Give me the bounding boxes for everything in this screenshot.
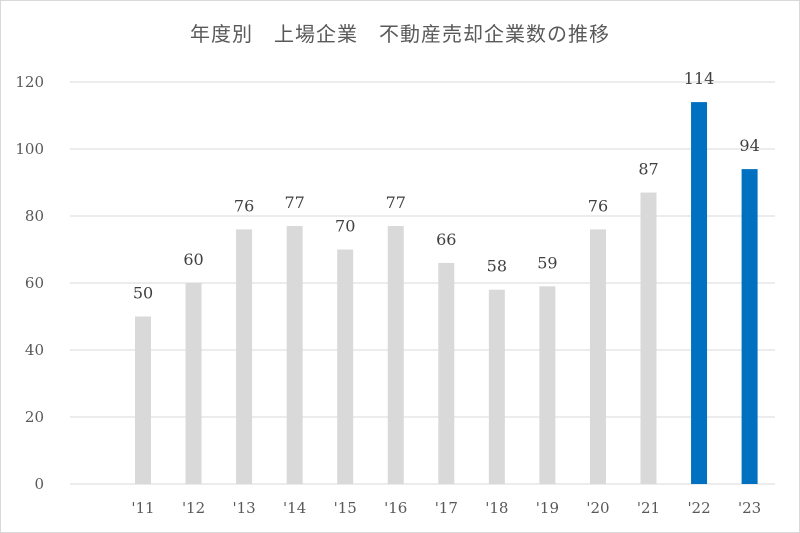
- x-tick-label: '22: [687, 499, 710, 517]
- data-label: 76: [234, 196, 254, 215]
- bar: [286, 226, 303, 485]
- bar: [135, 316, 151, 484]
- bar: [488, 289, 505, 484]
- bar: [539, 286, 556, 484]
- bar: [236, 229, 253, 484]
- gridlines: [70, 81, 775, 485]
- bar: [691, 102, 708, 484]
- x-tick-label: '13: [232, 499, 255, 517]
- bar: [589, 229, 606, 484]
- data-label: 114: [684, 69, 715, 88]
- y-tick-label: 60: [25, 274, 44, 292]
- x-tick-label: '11: [131, 499, 154, 517]
- bar: [337, 249, 354, 484]
- data-label: 59: [537, 253, 557, 272]
- bar: [741, 169, 758, 484]
- x-tick-label: '18: [485, 499, 508, 517]
- y-axis: 0 20 40 60 80 100 120: [15, 73, 44, 493]
- data-label: 76: [588, 196, 608, 215]
- bar: [387, 226, 404, 485]
- data-label: 66: [436, 230, 456, 249]
- bar: [185, 283, 202, 484]
- x-tick-label: '21: [637, 499, 660, 517]
- x-tick-label: '19: [536, 499, 559, 517]
- data-label: 87: [638, 160, 658, 179]
- x-tick-label: '15: [334, 499, 357, 517]
- x-tick-label: '17: [435, 499, 458, 517]
- data-label: 77: [284, 193, 304, 212]
- y-tick-label: 80: [25, 207, 44, 225]
- chart-title: 年度別 上場企業 不動産売却企業数の推移: [190, 22, 610, 46]
- y-tick-label: 120: [15, 73, 44, 91]
- data-labels: 50 60 76 77 70 77 66 58 59 76 87 114 94: [133, 69, 760, 302]
- y-tick-label: 0: [34, 475, 44, 493]
- x-axis: '11 '12 '13 '14 '15 '16 '17 '18 '19 '20 '21 '22 '23: [131, 499, 761, 517]
- data-label: 70: [335, 217, 355, 236]
- y-tick-label: 40: [25, 341, 44, 359]
- data-label: 94: [739, 136, 759, 155]
- data-label: 77: [386, 193, 406, 212]
- x-tick-label: '20: [586, 499, 609, 517]
- bar: [640, 192, 657, 485]
- data-label: 50: [133, 284, 153, 303]
- x-tick-label: '16: [384, 499, 407, 517]
- y-tick-label: 100: [15, 140, 44, 158]
- x-tick-label: '14: [283, 499, 306, 517]
- x-tick-label: '12: [182, 499, 205, 517]
- data-label: 60: [183, 250, 203, 269]
- bars: [135, 102, 758, 485]
- x-tick-label: '23: [738, 499, 761, 517]
- data-label: 58: [487, 257, 507, 276]
- y-tick-label: 20: [25, 408, 44, 426]
- bar: [438, 262, 455, 484]
